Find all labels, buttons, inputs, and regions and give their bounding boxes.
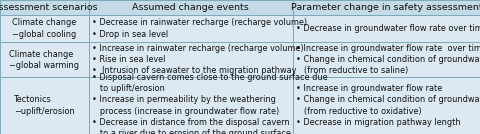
Bar xyxy=(293,77,480,134)
Text: Climate change
−global cooling: Climate change −global cooling xyxy=(12,18,76,39)
Text: • Disposal cavern comes close to the ground surface due
   to uplift/erosion
• I: • Disposal cavern comes close to the gro… xyxy=(92,73,327,134)
Text: Assumed change events: Assumed change events xyxy=(132,3,249,12)
Bar xyxy=(293,15,480,42)
Text: • Increase in groundwater flow rate  over time
• Change in chemical condition of: • Increase in groundwater flow rate over… xyxy=(296,44,480,75)
Bar xyxy=(0,15,89,42)
Text: • Increase in groundwater flow rate
• Change in chemical condition of groundwate: • Increase in groundwater flow rate • Ch… xyxy=(296,84,480,127)
Text: Parameter change in safety assessment: Parameter change in safety assessment xyxy=(290,3,480,12)
Bar xyxy=(89,42,293,77)
Text: Assessment scenarios: Assessment scenarios xyxy=(0,3,97,12)
Bar xyxy=(89,15,293,42)
Text: Tectonics
−uplift/erosion: Tectonics −uplift/erosion xyxy=(14,95,75,116)
Bar xyxy=(293,42,480,77)
Bar xyxy=(0,0,89,15)
Bar xyxy=(0,42,89,77)
Text: • Increase in rainwater recharge (recharge volume)
• Rise in sea level
•  Intrus: • Increase in rainwater recharge (rechar… xyxy=(92,44,303,75)
Text: • Decrease in groundwater flow rate over time: • Decrease in groundwater flow rate over… xyxy=(296,24,480,33)
Bar xyxy=(89,0,293,15)
Text: Climate change
−global warming: Climate change −global warming xyxy=(10,50,79,70)
Bar xyxy=(89,77,293,134)
Bar xyxy=(0,77,89,134)
Text: • Decrease in rainwater recharge (recharge volume)
• Drop in sea level: • Decrease in rainwater recharge (rechar… xyxy=(92,18,307,39)
Bar xyxy=(293,0,480,15)
